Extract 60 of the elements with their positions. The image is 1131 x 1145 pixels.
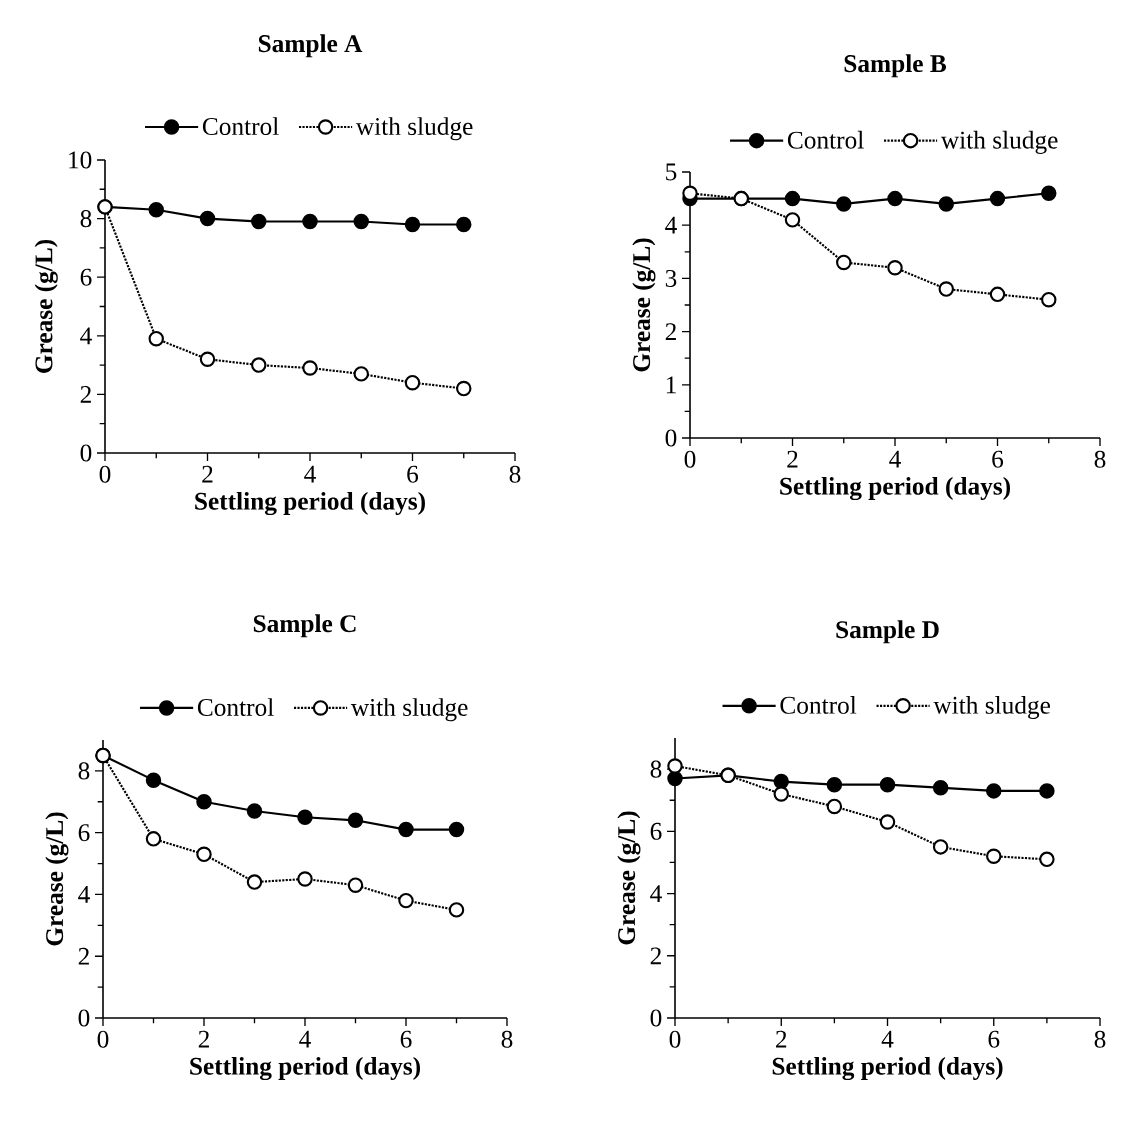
x-axis-title: Settling period (days) [772,1056,1003,1081]
x-tick-label: 4 [299,1030,311,1048]
legend-label: Control [197,698,274,716]
y-tick-label: 2 [665,323,676,340]
x-tick-label: 2 [202,465,213,483]
x-tick-label: 0 [97,1030,109,1048]
y-tick-label: 1 [666,376,676,394]
legend-label: with sludge [940,130,1058,154]
y-tick-label: 2 [650,947,661,965]
y-tick-label: 6 [78,824,90,842]
chart-title: Sample A [258,34,363,58]
x-tick-label: 4 [304,465,316,483]
x-axis-title: Settling period (days) [190,1056,420,1081]
x-tick-label: 2 [198,1030,209,1048]
y-tick-label: 3 [665,269,677,287]
y-tick-label: 0 [665,429,677,447]
x-tick-label: 6 [407,465,419,483]
x-axis-title: Settling period (days) [780,476,1010,501]
x-tick-label: 8 [1094,1030,1106,1048]
x-tick-label: 6 [992,450,1004,468]
y-tick-label: 8 [78,762,90,780]
x-tick-label: 4 [881,1030,894,1048]
y-tick-label: 0 [78,1009,90,1027]
x-tick-label: 4 [889,450,901,468]
y-tick-label: 8 [80,210,92,228]
chart-title: Sample D [836,620,939,644]
y-tick-label: 8 [650,760,662,778]
legend-label: with sludge [350,698,468,722]
y-tick-label: 10 [69,151,92,169]
legend-label: Control [202,117,279,136]
y-tick-label: 2 [78,947,89,965]
x-tick-label: 6 [988,1030,1000,1048]
x-tick-label: 6 [400,1030,412,1048]
x-tick-label: 0 [684,450,696,468]
y-tick-label: 4 [80,327,92,345]
chart-title: Sample C [253,614,356,638]
y-tick-label: 6 [80,268,92,286]
x-tick-label: 2 [776,1030,787,1048]
y-tick-label: 5 [666,163,677,181]
y-axis-title: Grease (g/L) [617,811,641,945]
y-tick-label: 4 [665,216,677,234]
x-tick-label: 0 [99,465,111,483]
y-tick-label: 4 [650,885,662,902]
legend-label: Control [787,130,864,149]
y-axis-title: Grease (g/L) [34,239,58,373]
y-tick-label: 6 [650,822,662,840]
x-tick-label: 8 [501,1030,513,1048]
y-tick-label: 4 [78,886,90,903]
x-tick-label: 2 [787,450,798,468]
legend-label: Control [780,696,857,714]
x-axis-title: Settling period (days) [195,491,425,516]
chart-title: Sample B [844,54,947,78]
y-tick-label: 2 [80,386,91,403]
y-axis-title: Grease (g/L) [632,238,656,372]
y-tick-label: 0 [650,1009,662,1027]
legend-label: with sludge [933,696,1051,720]
x-tick-label: 8 [1094,450,1106,468]
x-tick-label: 8 [509,465,521,483]
y-axis-title: Grease (g/L) [45,812,69,946]
legend-label: with sludge [355,117,473,141]
